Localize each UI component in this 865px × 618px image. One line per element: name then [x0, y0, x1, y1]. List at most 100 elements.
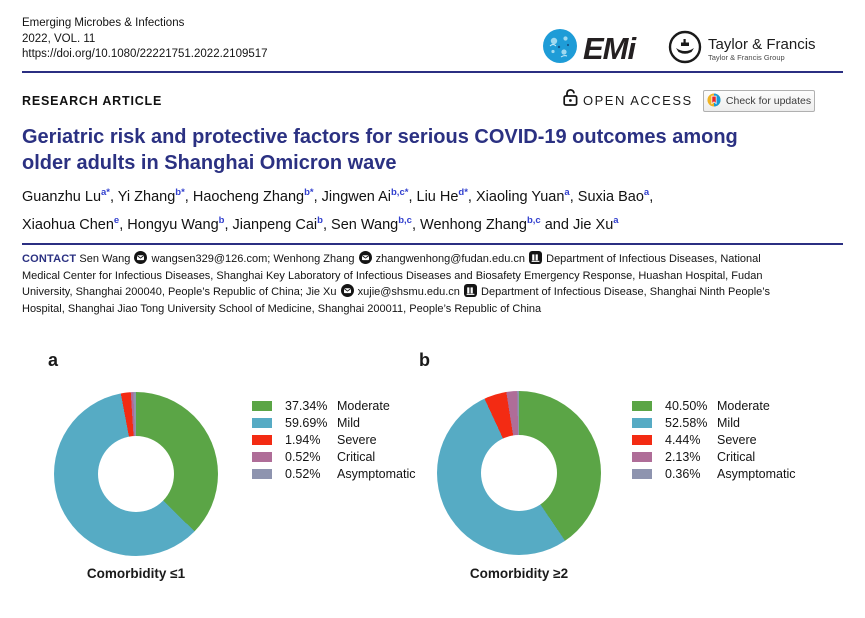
donut-chart-comorbidity-ge2 — [437, 391, 601, 555]
author-affiliation-superscript: b — [317, 214, 323, 226]
contact-text[interactable]: University, Shanghai 200040, People’s Re… — [22, 286, 340, 298]
legend-value: 4.44% — [665, 432, 701, 447]
author-name: Wenhong Zhang — [420, 216, 527, 233]
author-affiliation-superscript: a — [564, 187, 570, 198]
legend-row: 4.44% Severe — [632, 432, 796, 447]
contact-line: CONTACT Sen Wang wangsen329@126.com; Wen… — [22, 251, 843, 269]
author-affiliation-superscript: b — [218, 214, 225, 226]
contact-text[interactable]: Department of Infectious Disease, Shangh… — [477, 286, 771, 298]
legend-label: Asymptomatic — [717, 466, 796, 481]
contact-line: Hospital, Shanghai Jiao Tong University … — [22, 302, 843, 317]
contact-block: CONTACT Sen Wang wangsen329@126.com; Wen… — [22, 251, 843, 317]
emi-microbe-icon — [541, 27, 579, 70]
email-icon — [340, 284, 354, 302]
legend-value: 0.36% — [665, 466, 701, 481]
legend-label: Critical — [717, 449, 756, 464]
taylor-francis-group: Taylor & Francis Group — [708, 53, 785, 62]
check-for-updates-label: Check for updates — [725, 95, 812, 107]
article-title: Geriatric risk and protective factors fo… — [22, 124, 822, 176]
author-affiliation-superscript: b* — [304, 187, 314, 198]
legend-label: Severe — [717, 432, 757, 447]
author-affiliation-superscript: d* — [458, 187, 468, 198]
chart-caption-b: Comorbidity ≥2 — [469, 566, 569, 581]
legend-value: 0.52% — [285, 449, 321, 464]
taylor-francis-name: Taylor & Francis — [708, 36, 816, 53]
legend-swatch — [252, 417, 272, 428]
legend-swatch — [632, 451, 652, 462]
donut-chart-comorbidity-le1 — [54, 392, 218, 556]
author-name: Haocheng Zhang — [192, 188, 305, 205]
taylor-francis-logo: Taylor & Francis Taylor & Francis Group — [668, 30, 816, 69]
author-name: Sen Wang — [331, 216, 399, 233]
legend-value: 52.58% — [665, 415, 708, 430]
legend-swatch — [632, 417, 652, 428]
author-list-line2: Xiaohua Chene, Hongyu Wangb, Jianpeng Ca… — [22, 214, 619, 233]
legend-value: 1.94% — [285, 432, 321, 447]
contact-text[interactable]: Hospital, Shanghai Jiao Tong University … — [22, 303, 542, 315]
header-divider — [22, 71, 843, 73]
author-name: Liu He — [416, 188, 459, 205]
doi-link[interactable]: https://doi.org/10.1080/22221751.2022.21… — [22, 48, 268, 60]
author-affiliation-superscript: b* — [175, 187, 185, 198]
legend-a: 37.34% Moderate 59.69% Mild 1.94% Severe 0.52%… — [252, 398, 416, 481]
legend-b: 40.50% Moderate 52.58% Mild 4.44% Severe 2.13%… — [632, 398, 796, 481]
contact-text[interactable]: Sen Wang — [76, 253, 134, 265]
legend-row: 40.50% Moderate — [632, 398, 796, 413]
contact-line: Medical Center for Infectious Diseases, … — [22, 269, 843, 284]
author-name: Jianpeng Cai — [232, 216, 318, 233]
legend-label: Moderate — [717, 398, 770, 413]
author-affiliation-superscript: b,c — [526, 214, 541, 226]
legend-label: Moderate — [337, 398, 390, 413]
author-affiliation-superscript: b,c* — [391, 187, 409, 198]
organization-icon — [463, 284, 477, 302]
contact-text[interactable]: zhangwenhong@fudan.edu.cn — [372, 253, 529, 265]
taylor-francis-wordmark: Taylor & Francis Taylor & Francis Group — [708, 36, 816, 63]
author-name: Suxia Bao — [577, 188, 644, 205]
crossmark-icon — [707, 92, 721, 110]
legend-row: 0.36% Asymptomatic — [632, 466, 796, 481]
donut-hole — [481, 435, 557, 511]
author-list: Guanzhu Lua*, Yi Zhangb*, Haocheng Zhang… — [22, 181, 832, 237]
contact-line: University, Shanghai 200040, People’s Re… — [22, 284, 843, 302]
legend-row: 0.52% Asymptomatic — [252, 466, 416, 481]
author-name: Xiaoling Yuan — [475, 188, 565, 205]
contact-text[interactable]: wangsen329@126.com; Wenhong Zhang — [148, 253, 358, 265]
legend-row: 59.69% Mild — [252, 416, 416, 430]
open-lock-icon — [563, 88, 578, 112]
donut-hole — [98, 436, 174, 512]
contact-divider — [22, 243, 843, 245]
check-for-updates-button[interactable]: Check for updates — [703, 90, 815, 112]
legend-label: Severe — [337, 432, 377, 447]
journal-volume: 2022, VOL. 11 — [22, 32, 96, 45]
legend-value: 0.52% — [285, 466, 321, 481]
legend-label: Asymptomatic — [337, 466, 416, 481]
contact-label: CONTACT — [22, 253, 77, 265]
author-name: Yi Zhang — [117, 188, 176, 205]
contact-text[interactable]: Medical Center for Infectious Diseases, … — [22, 270, 763, 282]
legend-swatch — [252, 400, 272, 411]
author-affiliation-superscript: a — [613, 214, 619, 226]
taylor-francis-ship-icon — [668, 30, 702, 69]
email-icon — [358, 251, 372, 269]
contact-text[interactable]: Department of Infectious Diseases, Natio… — [543, 253, 761, 265]
open-access-label: OPEN ACCESS — [583, 92, 693, 108]
author-affiliation-superscript: b,c — [398, 214, 412, 226]
journal-header: Emerging Microbes & Infections 2022, VOL… — [22, 16, 268, 63]
author-name: Jingwen Ai — [321, 188, 391, 205]
legend-swatch — [252, 451, 272, 462]
author-list-line1: Guanzhu Lua*, Yi Zhangb*, Haocheng Zhang… — [22, 187, 654, 205]
contact-text[interactable]: xujie@shsmu.edu.cn — [354, 286, 463, 298]
legend-row: 52.58% Mild — [632, 415, 796, 430]
legend-row: 2.13% Critical — [632, 449, 796, 464]
author-affiliation-superscript: a* — [101, 187, 110, 198]
journal-name: Emerging Microbes & Infections — [22, 17, 185, 29]
legend-swatch — [632, 434, 652, 445]
legend-value: 40.50% — [665, 398, 708, 413]
author-name: Guanzhu Lu — [22, 188, 102, 205]
legend-swatch — [252, 468, 272, 479]
author-affiliation-superscript: a — [643, 187, 650, 198]
panel-label-a: a — [48, 350, 59, 370]
chart-caption-a: Comorbidity ≤1 — [86, 566, 186, 581]
author-name: Hongyu Wang — [127, 216, 219, 233]
